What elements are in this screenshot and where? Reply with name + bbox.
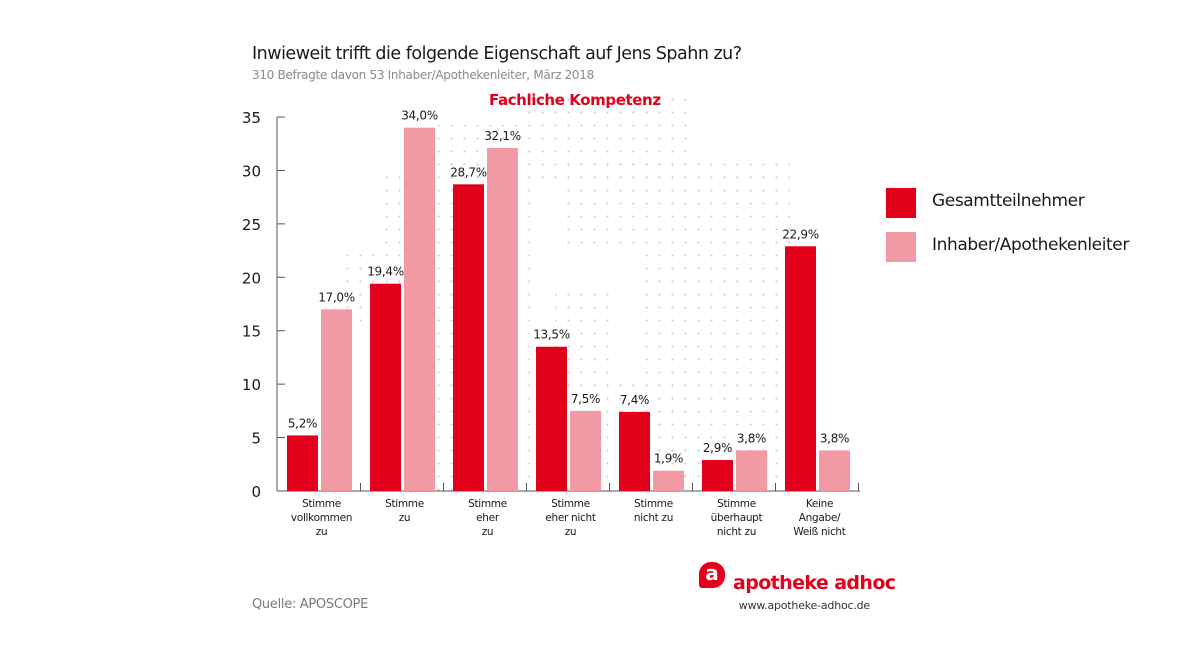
data-label: 3,8% — [737, 431, 766, 445]
bar — [404, 127, 435, 491]
data-label: 3,8% — [820, 431, 849, 445]
y-tick-label: 30 — [242, 162, 261, 180]
x-tick-label: Stimme — [634, 498, 673, 510]
bar — [287, 435, 318, 491]
bar — [487, 147, 518, 491]
y-tick-label: 25 — [242, 216, 261, 234]
bar — [370, 283, 401, 491]
y-tick-label: 20 — [242, 269, 261, 287]
bar — [570, 410, 601, 491]
x-tick-label: überhaupt — [711, 512, 763, 524]
dot-region — [560, 160, 790, 250]
data-label: 13,5% — [533, 328, 570, 342]
legend-label: Gesamtteilnehmer — [932, 191, 1085, 211]
y-tick-label: 0 — [251, 483, 261, 501]
x-tick-label: nicht zu — [717, 526, 756, 538]
x-tick-label: Angabe/ — [799, 512, 841, 524]
source-note: Quelle: APOSCOPE — [252, 597, 368, 612]
y-tick-label: 5 — [251, 430, 261, 448]
x-tick-label: Stimme — [468, 498, 507, 510]
x-tick-label: Stimme — [302, 498, 341, 510]
chart-subtitle: 310 Befragte davon 53 Inhaber/Apothekenl… — [252, 68, 594, 82]
x-tick-label: Weiß nicht — [793, 526, 845, 538]
x-tick-label: Stimme — [385, 498, 424, 510]
bar — [653, 470, 684, 491]
legend-swatch-series-2 — [886, 232, 916, 262]
brand-url: www.apotheke-adhoc.de — [738, 599, 870, 612]
bar — [702, 460, 733, 491]
x-tick-label: zu — [316, 526, 328, 538]
data-label: 17,0% — [318, 290, 355, 304]
bar — [453, 184, 484, 491]
x-tick-label: zu — [565, 526, 577, 538]
x-tick-label: eher nicht — [545, 512, 596, 524]
brand-name: apotheke adhoc — [733, 572, 896, 594]
legend-swatch-series-1 — [886, 188, 916, 218]
x-tick-label: vollkommen — [291, 512, 352, 524]
data-label: 28,7% — [450, 165, 487, 179]
bar — [736, 450, 767, 491]
legend-label: Inhaber/Apothekenleiter — [932, 235, 1129, 255]
data-label: 7,4% — [620, 393, 649, 407]
x-tick-label: nicht zu — [634, 512, 673, 524]
bar — [536, 346, 567, 491]
x-tick-label: Keine — [806, 498, 833, 510]
chart-heading: Fachliche Kompetenz — [489, 91, 661, 109]
data-label: 34,0% — [401, 109, 438, 123]
data-label: 32,1% — [484, 129, 521, 143]
bar — [619, 411, 650, 491]
data-label: 2,9% — [703, 441, 732, 455]
bar — [321, 309, 352, 491]
x-tick-label: Stimme — [551, 498, 590, 510]
bar — [819, 450, 850, 491]
data-label: 1,9% — [654, 452, 683, 466]
data-label: 5,2% — [288, 416, 317, 430]
data-label: 22,9% — [782, 227, 819, 241]
x-tick-label: zu — [399, 512, 411, 524]
data-label: 19,4% — [367, 265, 404, 279]
x-tick-label: Stimme — [717, 498, 756, 510]
labels: 5,2% 17,0% Stimme vollkommen zu 19,4% 34,0% Sti… — [288, 109, 850, 538]
brand-a-icon: a — [699, 562, 725, 588]
chart-title: Inwieweit trifft die folgende Eigenschaf… — [252, 44, 742, 64]
bar — [785, 246, 816, 491]
brand-logo: a apotheke adhoc www.apotheke-adhoc.de — [697, 562, 896, 612]
data-label: 7,5% — [571, 392, 600, 406]
bars — [287, 127, 850, 491]
x-tick-label: eher — [476, 512, 500, 524]
y-tick-label: 15 — [242, 323, 261, 341]
x-tick-label: zu — [482, 526, 494, 538]
y-tick-label: 10 — [242, 376, 261, 394]
y-tick-label: 35 — [242, 109, 261, 127]
